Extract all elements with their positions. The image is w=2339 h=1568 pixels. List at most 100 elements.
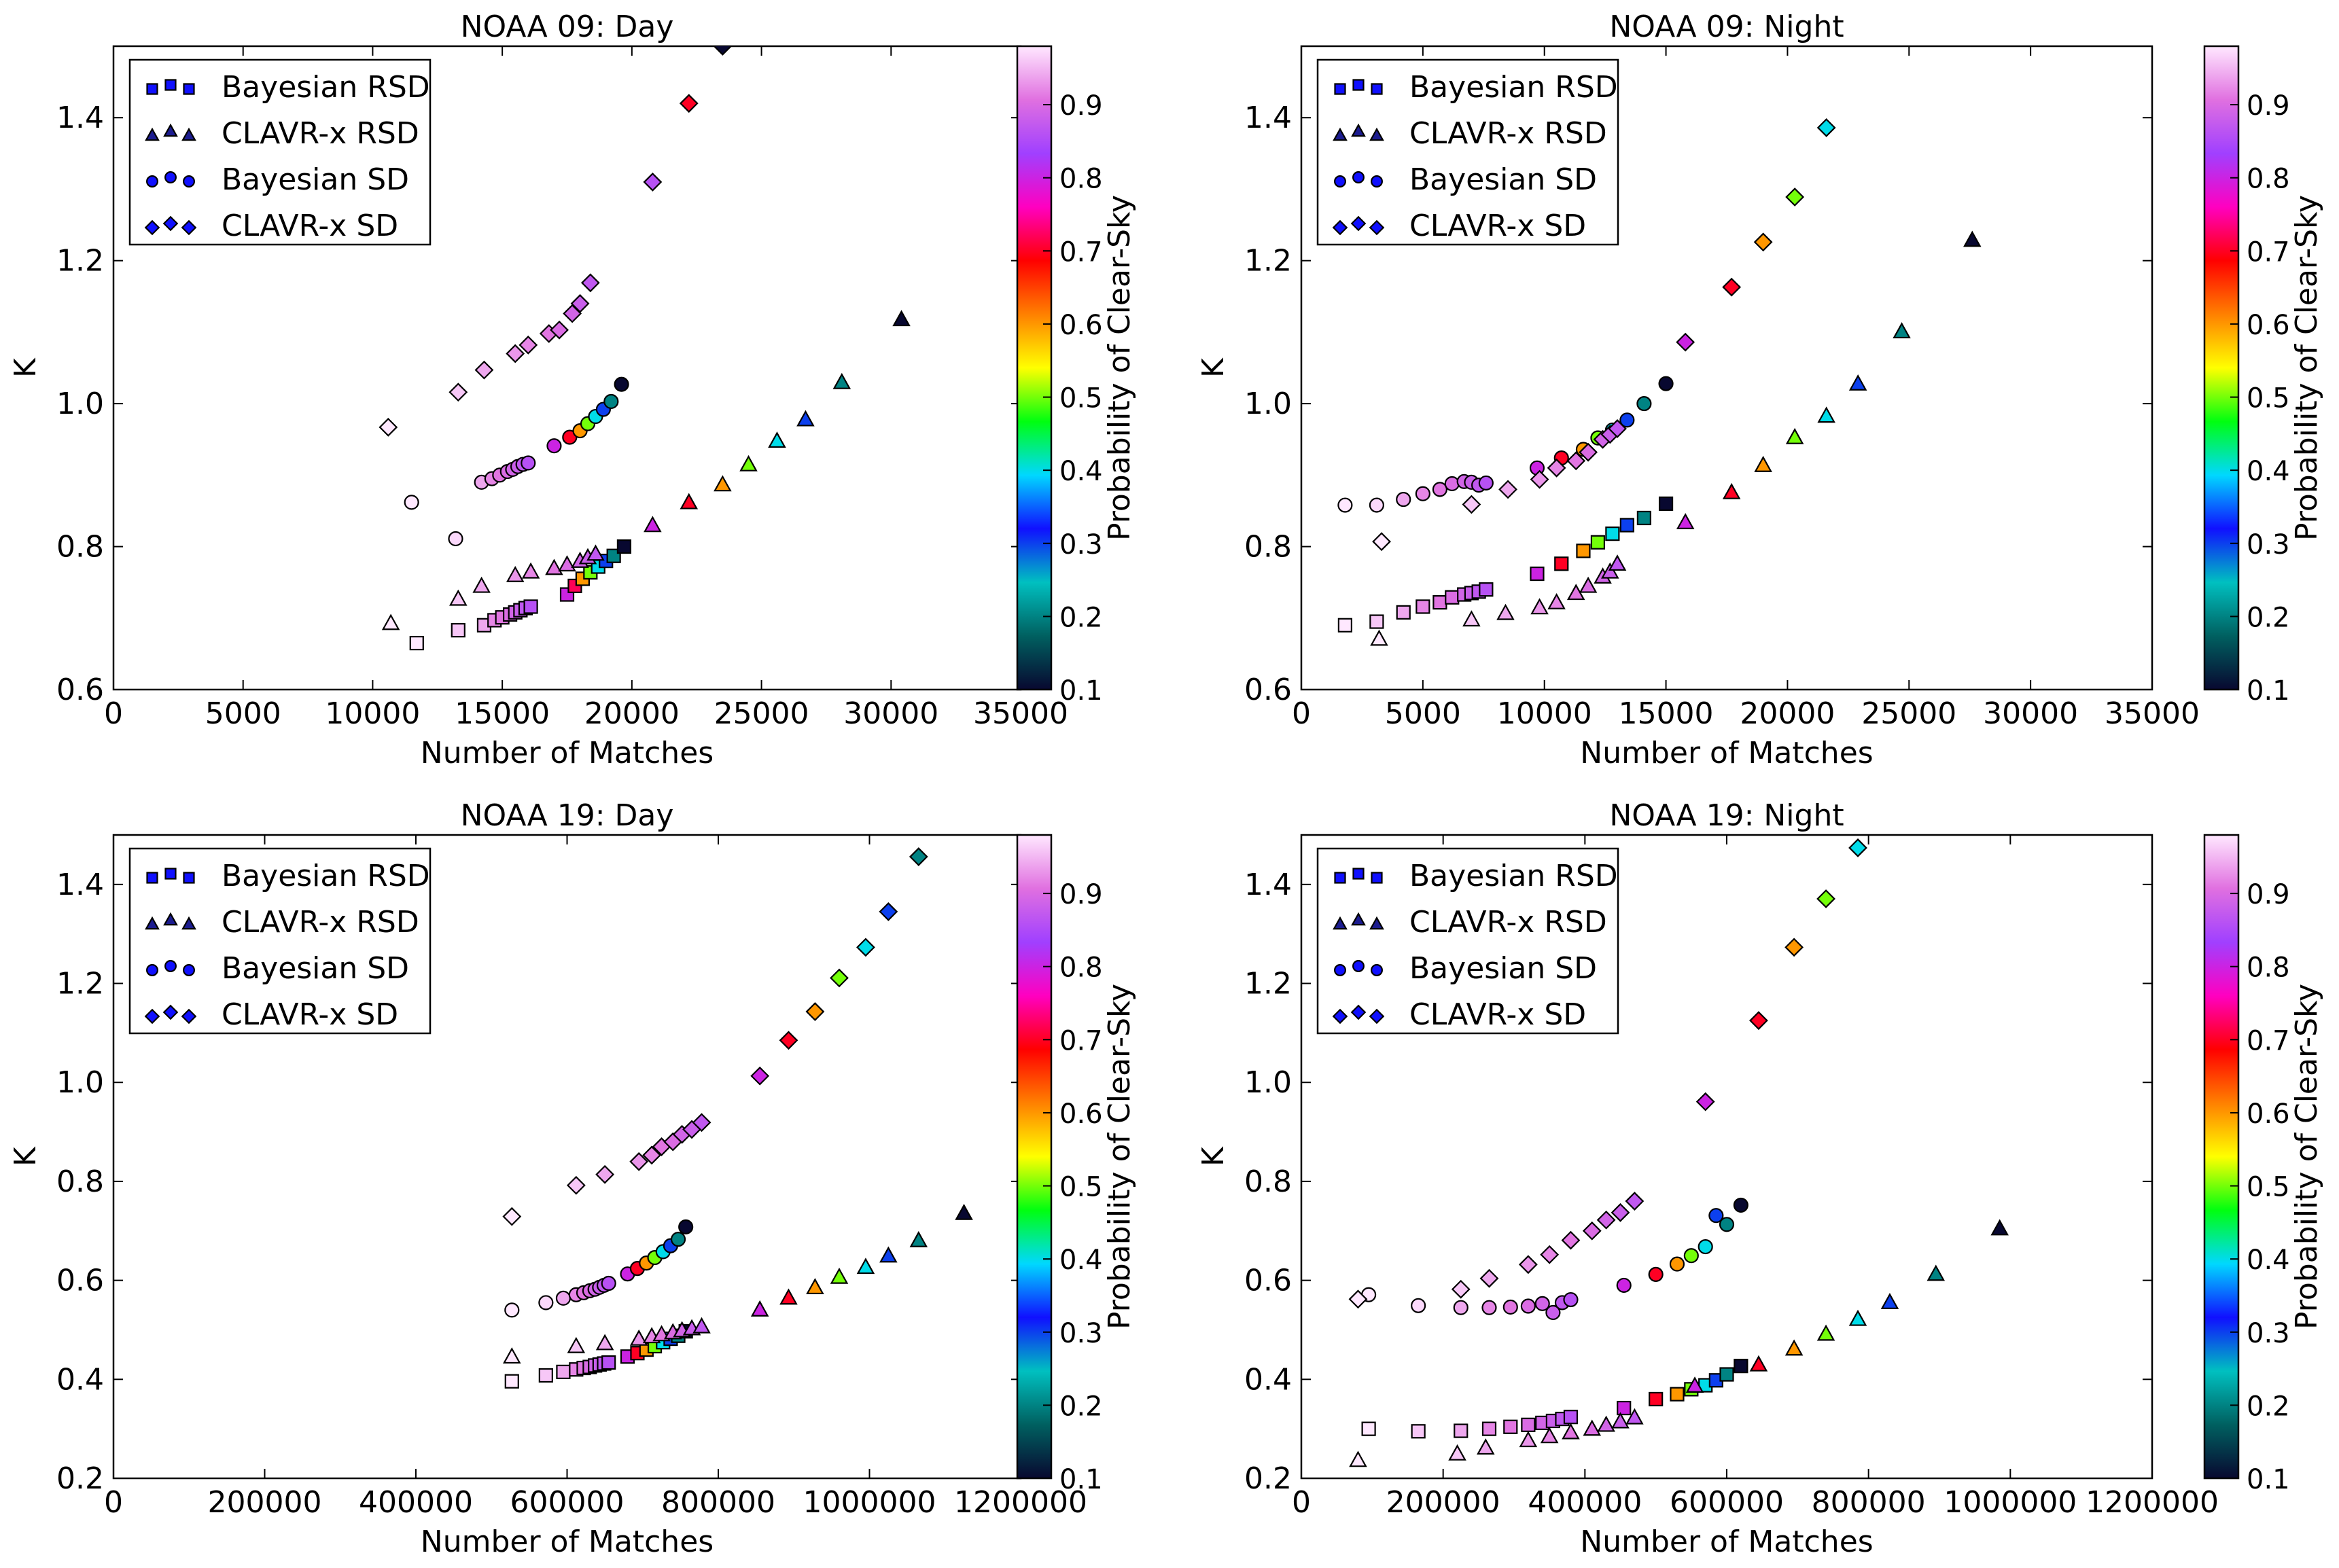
data-point — [1454, 1423, 1469, 1438]
legend-label: Bayesian RSD — [1409, 70, 1618, 105]
data-point — [955, 1203, 973, 1220]
colorbar-label: Probability of Clear-Sky — [1102, 195, 1137, 541]
data-point — [1649, 1391, 1664, 1407]
data-point — [1785, 188, 1805, 207]
data-point — [1708, 1208, 1724, 1224]
data-point — [1817, 406, 1835, 423]
colorbar: 0.1 0.2 0.3 0.4 0.5 0.6 0.7 0.8 0.9 Probability o… — [2203, 834, 2324, 1495]
colorbar-tick-label: 0.6 — [1059, 1099, 1103, 1130]
data-point — [1476, 1438, 1495, 1455]
x-tick-label: 0 — [1292, 1485, 1311, 1520]
legend-marker — [1371, 83, 1383, 95]
y-tick-label: 1.2 — [56, 967, 104, 1001]
data-point — [779, 1288, 798, 1305]
colorbar: 0.1 0.2 0.3 0.4 0.5 0.6 0.7 0.8 0.9 Probability o… — [1016, 834, 1137, 1495]
data-point — [1719, 1367, 1734, 1382]
legend-label: CLAVR-x RSD — [1409, 905, 1607, 940]
data-point — [1611, 1202, 1630, 1222]
series-clavr-x-sd — [1348, 838, 1867, 1309]
data-point — [879, 1246, 898, 1263]
series-clavr-x-rsd — [1349, 1219, 2009, 1467]
data-point — [506, 565, 525, 582]
legend-marker — [146, 175, 158, 188]
legend-marker — [181, 916, 196, 930]
data-point — [1554, 556, 1569, 571]
y-tick-label: 0.6 — [1244, 673, 1292, 707]
data-point — [1530, 598, 1549, 615]
chart-title: NOAA 09: Night — [1609, 10, 1844, 44]
legend-marker — [164, 171, 177, 183]
data-point — [713, 46, 733, 56]
x-tick-label: 800000 — [1812, 1485, 1926, 1520]
legend-box — [128, 847, 432, 1035]
y-axis-label: K — [8, 357, 43, 378]
data-point — [1448, 1444, 1466, 1461]
data-point — [1785, 427, 1804, 444]
data-point — [830, 968, 849, 988]
data-point — [1369, 497, 1384, 513]
data-point — [1582, 1221, 1602, 1241]
data-point — [555, 1290, 571, 1306]
data-point — [1683, 1248, 1699, 1264]
data-points — [1348, 838, 2009, 1467]
data-point — [1444, 476, 1460, 492]
y-axis-label: K — [1196, 1146, 1231, 1166]
legend-label: CLAVR-x RSD — [222, 116, 419, 151]
data-point — [379, 417, 398, 437]
data-point — [909, 1230, 928, 1247]
colorbar-tick-label: 0.1 — [1059, 1464, 1103, 1495]
legend-label: Bayesian SD — [222, 951, 409, 986]
colorbar-gradient — [2203, 45, 2240, 691]
data-point — [1670, 1387, 1685, 1402]
legend-marker — [183, 872, 195, 884]
data-point — [1963, 230, 1982, 247]
data-point — [1734, 1359, 1748, 1374]
colorbar-tick-label: 0.7 — [1059, 236, 1103, 268]
legend-marker — [146, 83, 158, 95]
legend-marker — [1333, 127, 1348, 141]
data-point — [1816, 118, 1836, 137]
colorbar-gradient — [1016, 834, 1053, 1480]
y-tick-label: 0.2 — [56, 1461, 104, 1496]
colorbar-tick-label: 0.1 — [1059, 675, 1103, 707]
legend-label: Bayesian SD — [1409, 162, 1597, 197]
data-point — [643, 173, 663, 192]
data-point — [1625, 1192, 1645, 1211]
colorbar-tick-label: 0.2 — [2247, 1391, 2290, 1422]
x-tick-label: 200000 — [208, 1485, 322, 1520]
x-tick-label: 0 — [1292, 696, 1311, 731]
colorbar-tick-label: 0.5 — [1059, 1172, 1103, 1203]
y-tick-label: 0.6 — [56, 1264, 104, 1298]
data-point — [1605, 527, 1620, 541]
legend-marker — [144, 1008, 160, 1024]
legend-marker — [1334, 872, 1346, 884]
data-point — [474, 360, 494, 380]
data-point — [680, 493, 699, 510]
data-point — [1601, 562, 1619, 579]
colorbar-tick-label: 0.7 — [2247, 1025, 2290, 1056]
data-point — [1396, 605, 1411, 620]
x-tick-label: 10000 — [325, 696, 420, 731]
legend-label: Bayesian RSD — [222, 859, 430, 893]
data-point — [1415, 486, 1430, 501]
data-point — [545, 558, 563, 575]
data-point — [1540, 1245, 1560, 1264]
colorbar-tick-label: 0.8 — [2247, 164, 2290, 195]
data-point — [644, 516, 662, 533]
data-point — [856, 938, 875, 957]
legend-marker — [1351, 912, 1366, 926]
data-point — [1337, 618, 1352, 632]
legend-label: CLAVR-x RSD — [222, 905, 419, 940]
legend-marker — [1332, 1008, 1348, 1024]
legend-marker — [1334, 83, 1346, 95]
x-axis-label: Number of Matches — [1580, 736, 1873, 770]
data-point — [1749, 1011, 1768, 1031]
legend-marker — [1369, 127, 1384, 141]
legend-label: Bayesian RSD — [1409, 859, 1618, 893]
data-point — [1432, 482, 1447, 497]
colorbar-tick-label: 0.3 — [1059, 1318, 1103, 1349]
data-point — [603, 393, 619, 410]
legend-marker — [163, 123, 178, 137]
y-tick-label: 1.0 — [1244, 1065, 1292, 1100]
